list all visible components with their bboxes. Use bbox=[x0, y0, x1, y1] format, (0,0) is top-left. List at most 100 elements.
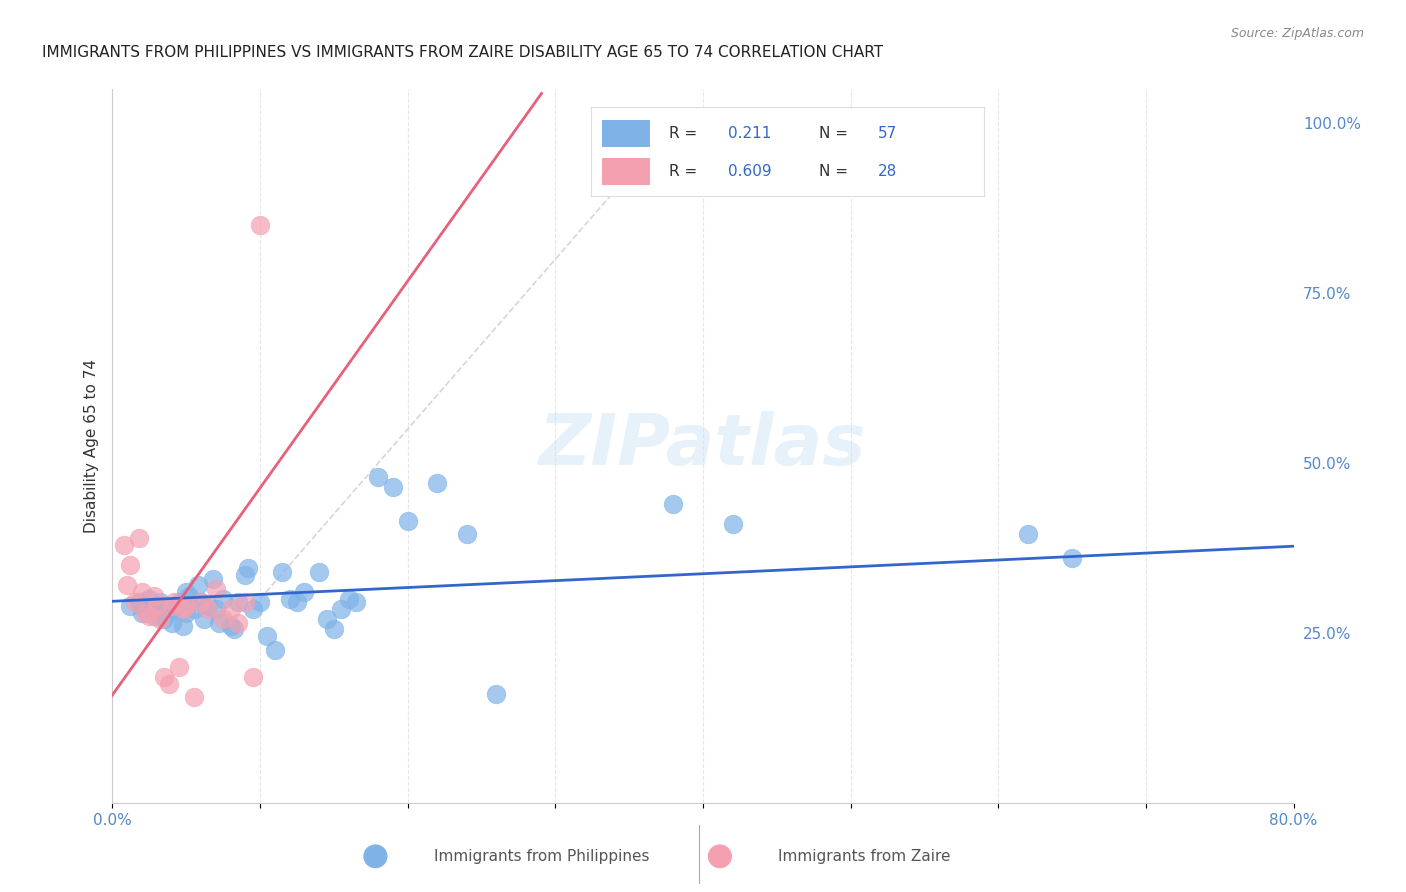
Text: 0.609: 0.609 bbox=[728, 164, 772, 179]
Point bbox=[367, 469, 389, 483]
Point bbox=[183, 690, 205, 705]
Point bbox=[330, 602, 353, 616]
Point bbox=[285, 595, 308, 609]
Point bbox=[219, 602, 242, 616]
Point bbox=[138, 591, 160, 606]
Point bbox=[172, 602, 194, 616]
Point bbox=[134, 606, 156, 620]
Text: IMMIGRANTS FROM PHILIPPINES VS IMMIGRANTS FROM ZAIRE DISABILITY AGE 65 TO 74 COR: IMMIGRANTS FROM PHILIPPINES VS IMMIGRANT… bbox=[42, 45, 883, 60]
Point bbox=[238, 561, 260, 575]
Point bbox=[190, 595, 212, 609]
Point bbox=[193, 612, 215, 626]
Point bbox=[197, 599, 219, 613]
Text: R =: R = bbox=[669, 164, 703, 179]
Point bbox=[197, 602, 219, 616]
Text: ZIPatlas: ZIPatlas bbox=[540, 411, 866, 481]
Point bbox=[167, 660, 190, 674]
Point bbox=[1062, 551, 1084, 566]
Point bbox=[242, 602, 264, 616]
Text: Immigrants from Philippines: Immigrants from Philippines bbox=[433, 849, 650, 863]
Point bbox=[174, 599, 197, 613]
Text: Source: ZipAtlas.com: Source: ZipAtlas.com bbox=[1230, 27, 1364, 40]
Text: R =: R = bbox=[669, 127, 703, 141]
Circle shape bbox=[364, 845, 387, 868]
Point bbox=[172, 619, 194, 633]
Y-axis label: Disability Age 65 to 74: Disability Age 65 to 74 bbox=[83, 359, 98, 533]
Point bbox=[112, 537, 135, 551]
Text: 57: 57 bbox=[877, 127, 897, 141]
Point bbox=[219, 619, 242, 633]
Point bbox=[721, 517, 744, 532]
Point bbox=[183, 602, 205, 616]
Point bbox=[187, 578, 209, 592]
Point bbox=[149, 612, 172, 626]
Point bbox=[226, 595, 249, 609]
Point bbox=[157, 606, 180, 620]
Point bbox=[315, 612, 337, 626]
Point bbox=[128, 531, 150, 545]
Point bbox=[160, 599, 183, 613]
Text: N =: N = bbox=[818, 127, 852, 141]
Point bbox=[131, 606, 153, 620]
Point bbox=[212, 612, 235, 626]
Point bbox=[233, 568, 256, 582]
Point bbox=[153, 612, 176, 626]
Point bbox=[142, 589, 165, 603]
Point bbox=[337, 591, 360, 606]
Point bbox=[120, 558, 142, 572]
Text: 0.211: 0.211 bbox=[728, 127, 772, 141]
Point bbox=[167, 595, 190, 609]
Point bbox=[233, 595, 256, 609]
Point bbox=[142, 608, 165, 623]
Point bbox=[149, 595, 172, 609]
Point bbox=[174, 606, 197, 620]
Point bbox=[426, 476, 449, 491]
Point bbox=[308, 565, 330, 579]
Point bbox=[344, 595, 367, 609]
Point bbox=[485, 687, 508, 701]
Point bbox=[124, 595, 146, 609]
Text: 28: 28 bbox=[877, 164, 897, 179]
Point bbox=[128, 595, 150, 609]
Point bbox=[271, 565, 294, 579]
Point bbox=[396, 514, 419, 528]
Point bbox=[256, 629, 278, 643]
Point bbox=[226, 615, 249, 630]
Circle shape bbox=[709, 845, 731, 868]
Point bbox=[190, 595, 212, 609]
FancyBboxPatch shape bbox=[602, 159, 650, 186]
Point bbox=[382, 480, 405, 494]
Point bbox=[278, 591, 301, 606]
Point bbox=[242, 670, 264, 684]
Point bbox=[212, 591, 235, 606]
Point bbox=[222, 623, 245, 637]
Point bbox=[208, 615, 231, 630]
Point bbox=[138, 608, 160, 623]
Point bbox=[249, 218, 271, 232]
Point bbox=[163, 595, 186, 609]
Point bbox=[163, 599, 186, 613]
Point bbox=[131, 585, 153, 599]
Point bbox=[264, 643, 287, 657]
FancyBboxPatch shape bbox=[602, 120, 650, 147]
Point bbox=[292, 585, 315, 599]
Point bbox=[179, 589, 201, 603]
Point bbox=[662, 497, 685, 511]
Point bbox=[157, 677, 180, 691]
Point bbox=[160, 602, 183, 616]
Point bbox=[146, 602, 169, 616]
Point bbox=[134, 602, 156, 616]
Text: N =: N = bbox=[818, 164, 852, 179]
Point bbox=[456, 527, 478, 541]
Point bbox=[120, 599, 142, 613]
Point bbox=[117, 578, 138, 592]
Point bbox=[205, 582, 228, 596]
Point bbox=[1017, 527, 1039, 541]
Point bbox=[205, 602, 228, 616]
Point bbox=[160, 615, 183, 630]
Point bbox=[146, 599, 169, 613]
Point bbox=[249, 595, 271, 609]
Point bbox=[174, 585, 197, 599]
Point bbox=[153, 670, 176, 684]
Point bbox=[201, 572, 224, 586]
